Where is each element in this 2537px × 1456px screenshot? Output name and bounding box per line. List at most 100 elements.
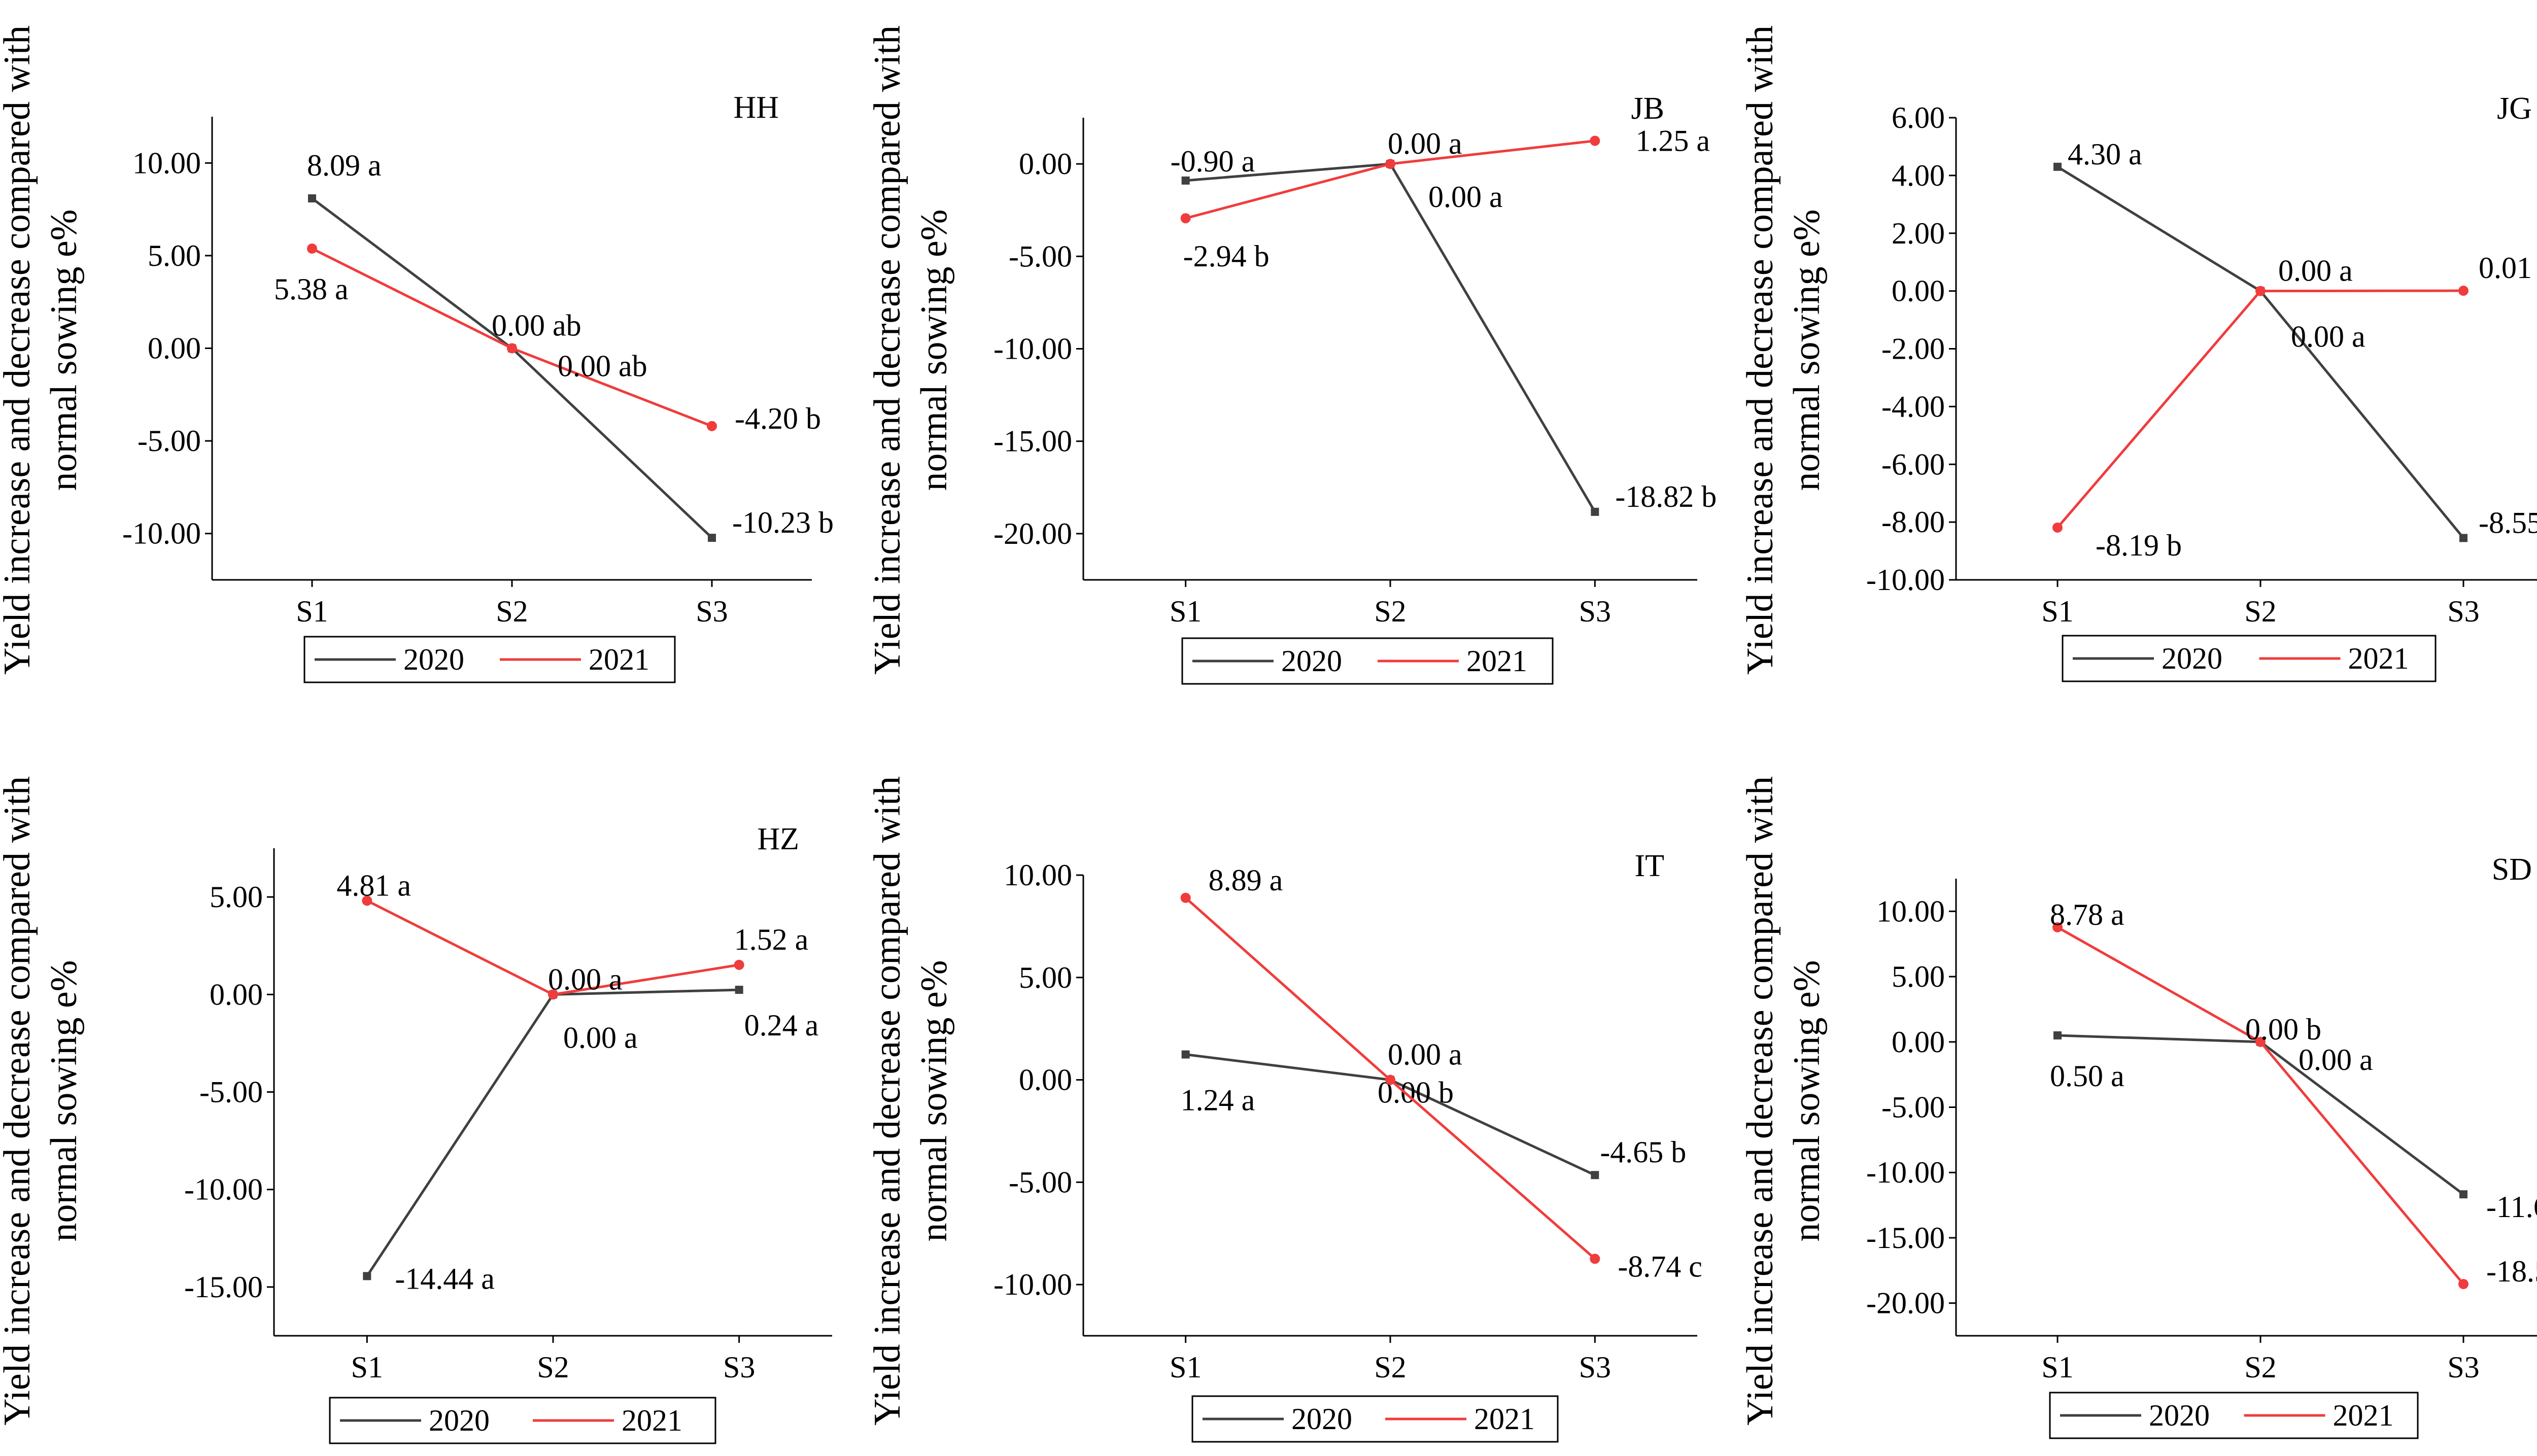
data-label: 0.00 a bbox=[2291, 320, 2365, 354]
y-tick-label: -10.00 bbox=[184, 1173, 263, 1206]
series-line-2020 bbox=[311, 197, 713, 539]
point-marker-2021 bbox=[307, 244, 317, 254]
series-line-2020 bbox=[1185, 162, 1596, 513]
y-tick-label: 10.00 bbox=[1004, 858, 1072, 892]
x-tick-label: S3 bbox=[1579, 1350, 1611, 1384]
x-tick-label: S3 bbox=[2447, 1350, 2479, 1384]
point-marker-2021 bbox=[707, 421, 717, 431]
chart-panel-it: 10.00 5.00 0.00 -5.00 -10.00 S1 S2 S3 IT Yield in… bbox=[867, 776, 1702, 1443]
point-marker-2021 bbox=[2052, 522, 2063, 533]
data-label: -14.44 a bbox=[395, 1262, 495, 1295]
panel-title: JG bbox=[2497, 91, 2532, 126]
y-tick-label: -15.00 bbox=[993, 425, 1072, 458]
point-marker-2021 bbox=[548, 989, 558, 1000]
y-axis-label: Yield increase and decrease compared wit… bbox=[1739, 25, 1828, 675]
data-label: 0.00 a bbox=[548, 962, 623, 996]
y-axis-label: Yield increase and decrease compared wit… bbox=[867, 25, 955, 675]
point-marker-2021 bbox=[2458, 1279, 2469, 1290]
data-label: 0.01 a bbox=[2479, 251, 2537, 285]
x-tick-label: S2 bbox=[2244, 595, 2276, 628]
point-marker-2020 bbox=[2053, 1031, 2062, 1039]
legend: 2020 2021 bbox=[2049, 1392, 2419, 1439]
y-tick-label: 5.00 bbox=[210, 880, 263, 914]
y-tick-label: 10.00 bbox=[132, 146, 201, 180]
y-tick-label: 0.00 bbox=[1019, 147, 1072, 181]
data-label: -4.65 b bbox=[1600, 1135, 1686, 1169]
legend-label-2020: 2020 bbox=[403, 643, 464, 676]
point-marker-2020 bbox=[1591, 507, 1599, 516]
y-tick-label: 10.00 bbox=[1876, 894, 1945, 928]
y-tick-label: -5.00 bbox=[1881, 1091, 1945, 1124]
point-marker-2021 bbox=[1385, 1074, 1395, 1085]
legend: 2020 2021 bbox=[1181, 637, 1554, 685]
point-marker-2021 bbox=[362, 895, 372, 906]
y-tick-label: 5.00 bbox=[148, 239, 201, 272]
y-tick-label: 0.00 bbox=[1019, 1063, 1072, 1097]
data-label: -8.19 b bbox=[2096, 529, 2182, 562]
y-tick-label: -20.00 bbox=[993, 517, 1072, 550]
panel-title: JB bbox=[1631, 91, 1664, 126]
x-tick-label: S1 bbox=[2041, 1350, 2073, 1384]
point-marker-2021 bbox=[1180, 892, 1191, 903]
legend-label-2021: 2021 bbox=[1474, 1402, 1535, 1436]
data-label: 0.00 a bbox=[563, 1021, 638, 1054]
data-label: 0.00 a bbox=[1388, 1038, 1462, 1071]
x-tick-label: S2 bbox=[2244, 1350, 2276, 1384]
legend: 2020 2021 bbox=[329, 1397, 716, 1444]
x-tick-label: S1 bbox=[351, 1350, 383, 1384]
data-label: 8.89 a bbox=[1209, 863, 1283, 897]
x-tick-label: S3 bbox=[2447, 595, 2479, 628]
x-tick-label: S3 bbox=[1579, 595, 1611, 628]
data-label: -4.20 b bbox=[735, 402, 821, 435]
point-marker-2020 bbox=[308, 194, 316, 203]
data-label: 0.00 ab bbox=[492, 309, 581, 342]
data-label: -18.82 b bbox=[1615, 480, 1717, 513]
data-label: 4.30 a bbox=[2068, 137, 2142, 171]
y-axis-label: Yield increase and decrease compared wit… bbox=[0, 25, 85, 675]
data-label: 0.00 a bbox=[1388, 127, 1462, 160]
chart-panel-sd: 10.00 5.00 0.00 -5.00 -10.00 -15.00 -20.00 S1 S2… bbox=[1739, 776, 2537, 1439]
point-marker-2021 bbox=[507, 343, 517, 354]
chart-panel-hh: 10.00 5.00 0.00 -5.00 -10.00 S1 S2 S3 HH Yield in… bbox=[0, 25, 834, 683]
x-tick-label: S2 bbox=[1374, 595, 1406, 628]
data-label: -18.54 c bbox=[2486, 1255, 2537, 1288]
data-label: 8.78 a bbox=[2050, 898, 2124, 931]
chart-panel-jb: 0.00 -5.00 -10.00 -15.00 -20.00 S1 S2 S3 JB Yield… bbox=[867, 25, 1717, 685]
x-tick-label: S1 bbox=[1170, 1350, 1202, 1384]
x-tick-label: S1 bbox=[296, 595, 328, 628]
data-label: 0.00 a bbox=[2299, 1043, 2373, 1077]
series-line-2020 bbox=[366, 988, 739, 1277]
data-label: 0.00 ab bbox=[558, 350, 647, 383]
data-label: 1.52 a bbox=[734, 923, 809, 956]
y-tick-label: 0.00 bbox=[1892, 1025, 1945, 1059]
y-tick-label: 5.00 bbox=[1019, 961, 1072, 994]
data-label: 0.00 a bbox=[1428, 180, 1503, 214]
y-tick-label: -6.00 bbox=[1881, 447, 1945, 481]
legend-label-2020: 2020 bbox=[1291, 1402, 1352, 1436]
point-marker-2021 bbox=[1180, 213, 1191, 224]
series-line-2020 bbox=[2056, 165, 2464, 539]
panel-title: HH bbox=[733, 90, 779, 125]
y-axis-label: Yield increase and decrease compared wit… bbox=[867, 776, 955, 1426]
point-marker-2021 bbox=[734, 959, 744, 970]
series-line-2021 bbox=[2056, 289, 2464, 529]
data-label: 1.25 a bbox=[1635, 124, 1710, 158]
x-tick-label: S1 bbox=[1170, 595, 1202, 628]
y-tick-label: -10.00 bbox=[1866, 1156, 1945, 1189]
point-marker-2020 bbox=[2459, 534, 2467, 542]
panel-title: HZ bbox=[757, 822, 799, 856]
y-tick-label: -8.00 bbox=[1881, 505, 1945, 539]
data-label: -8.74 c bbox=[1618, 1250, 1702, 1283]
x-tick-label: S2 bbox=[496, 595, 528, 628]
y-tick-label: 0.00 bbox=[148, 332, 201, 365]
x-tick-label: S3 bbox=[723, 1350, 755, 1384]
data-label: -0.90 a bbox=[1171, 145, 1255, 178]
legend-label-2021: 2021 bbox=[1466, 644, 1527, 678]
legend: 2020 2021 bbox=[2062, 635, 2437, 682]
legend-label-2020: 2020 bbox=[2162, 642, 2222, 675]
y-tick-label: -15.00 bbox=[1866, 1221, 1945, 1255]
data-label: -8.55 b bbox=[2479, 506, 2537, 539]
y-tick-label: 0.00 bbox=[210, 978, 263, 1011]
legend-label-2021: 2021 bbox=[2348, 642, 2409, 675]
panel-title: SD bbox=[2492, 852, 2532, 887]
